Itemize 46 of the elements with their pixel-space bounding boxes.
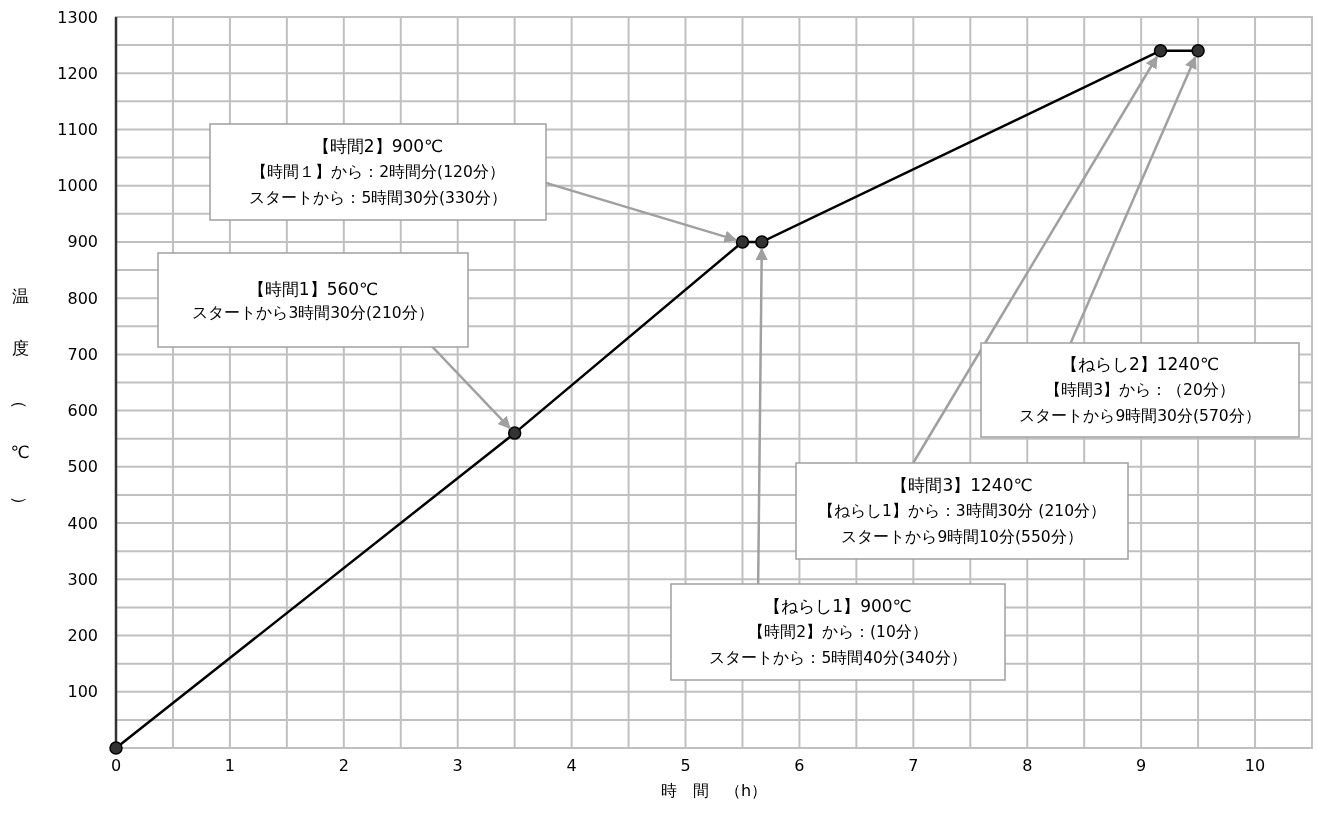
annotation: 【時間3】1240℃ [891, 475, 1033, 495]
point [755, 235, 769, 249]
annotation: 【時間3】から：（20分） [1045, 381, 1235, 399]
y-tick-label: 1000 [57, 176, 98, 196]
point [1153, 43, 1168, 58]
y-tick-label: 400 [67, 513, 98, 533]
y-tick-label: 800 [67, 288, 98, 308]
x-tick-label: 7 [908, 755, 919, 775]
text: 温度（℃） [10, 286, 30, 513]
x-tick-label: 0 [110, 755, 122, 775]
annotation: 【ねらし1】900℃ [764, 596, 912, 616]
annotation: スタートから3時間30分(210分） [192, 304, 434, 322]
point [735, 235, 750, 249]
x-tick-label: 10 [1244, 755, 1266, 775]
y-tick-label: 600 [67, 401, 98, 421]
annotation: 【ねらし2】1240℃ [1060, 354, 1220, 374]
y-tick-label: 1200 [57, 63, 98, 83]
annotation: 【時間2】900℃ [312, 136, 444, 156]
annotation: スタートから：5時間30分(330分） [249, 189, 507, 207]
y-tick-label: 500 [67, 457, 98, 477]
x-tick-label: 4 [566, 755, 577, 775]
annotation: スタートから9時間30分(570分） [1019, 407, 1261, 425]
y-tick-label: 1100 [57, 119, 98, 139]
annotation: スタートから：5時間40分(340分） [709, 649, 967, 667]
annotation: 【時間2】から：(10分） [748, 623, 928, 641]
y-tick-label: 700 [67, 344, 98, 364]
annotation: 【時間1】560℃ [247, 279, 379, 299]
point [507, 426, 522, 440]
y-tick-label: 900 [67, 232, 98, 252]
x-tick-label: 5 [680, 755, 691, 775]
y-tick-label: 1300 [57, 7, 98, 27]
point [109, 741, 123, 755]
x-axis-title: 時 間 （h） [660, 780, 768, 800]
x-tick-label: 8 [1022, 755, 1033, 775]
y-tick-label: 200 [67, 626, 98, 646]
x-tick-label: 1 [224, 755, 235, 775]
annotation: 【ねらし1】から：3時間30分 (210分） [817, 502, 1107, 520]
x-tick-label: 2 [338, 755, 349, 775]
x-tick-label: 9 [1136, 755, 1147, 775]
x-tick-label: 6 [794, 755, 805, 775]
x-tick-label: 3 [452, 755, 463, 775]
annotation: 【時間１】から：2時間分(120分） [251, 163, 505, 181]
point [1191, 43, 1205, 58]
y-tick-label: 300 [67, 569, 98, 589]
annotation: スタートから9時間10分(550分） [841, 528, 1083, 546]
y-tick-label: 100 [67, 682, 98, 702]
